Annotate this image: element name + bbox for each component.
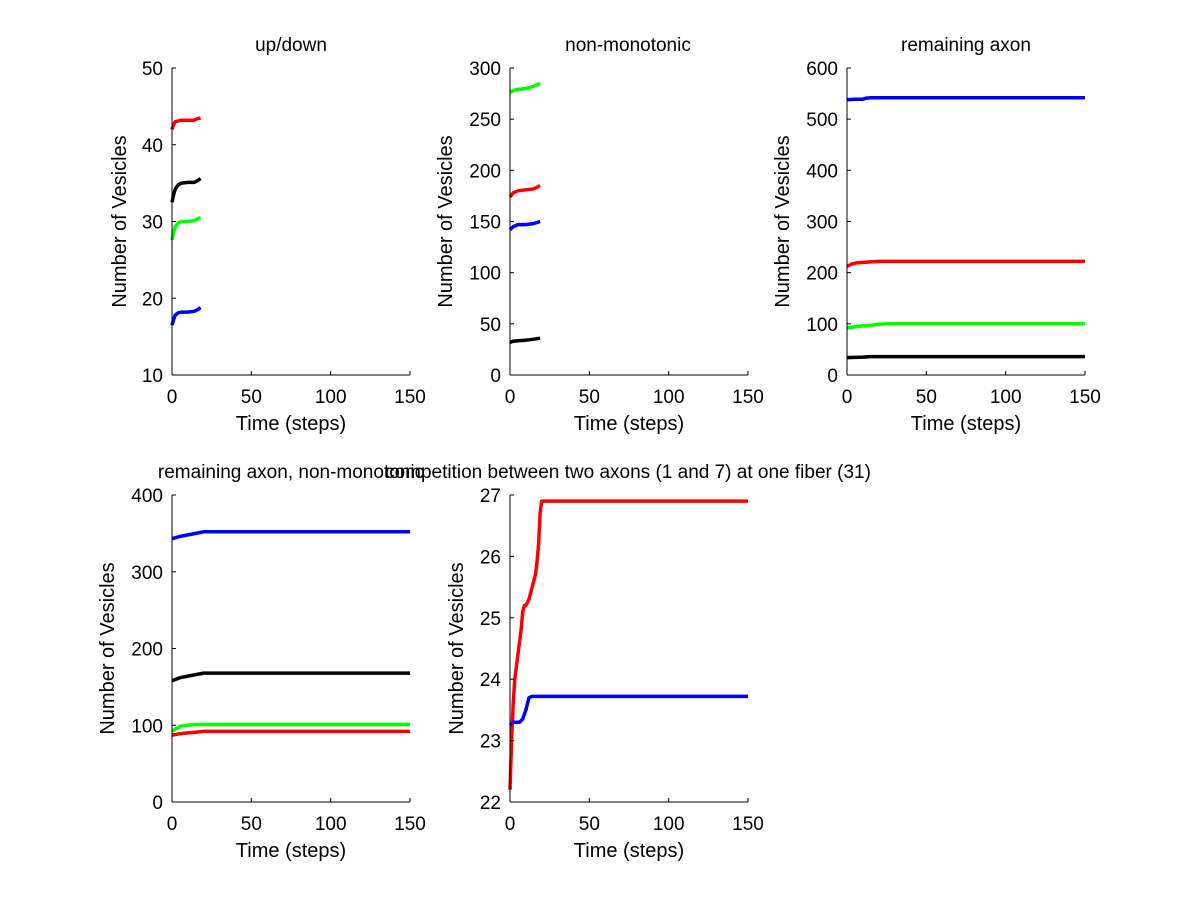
subplot-remaining-axon-non-monotonic: 0 50 100 150 0 100 200 300 400 remaining axon, no…: [97, 462, 426, 862]
y-axis-title: Number of Vesicles: [435, 135, 457, 307]
x-tick-label: 0: [842, 387, 853, 408]
series-line-red: [171, 729, 410, 737]
y-tick-label: 100: [131, 716, 163, 737]
x-tick-label: 0: [167, 387, 178, 408]
series-line-green: [170, 216, 202, 241]
x-tick-label: 50: [916, 387, 937, 408]
x-tick-label: 150: [394, 814, 426, 835]
series-line-blue: [171, 530, 410, 541]
y-tick-label: 200: [469, 161, 501, 182]
y-axis-title: Number of Vesicles: [97, 562, 119, 734]
x-tick-label: 50: [579, 814, 600, 835]
subplot-remaining-axon: 0 50 100 150 0 100 200 300 400 500 600 remaining ax…: [772, 35, 1101, 435]
y-tick-label: 200: [131, 640, 163, 661]
y-tick-label: 50: [142, 59, 163, 80]
series-line-blue: [508, 694, 748, 727]
x-tick-label: 0: [167, 814, 178, 835]
y-tick-label: 500: [806, 110, 838, 131]
y-tick-label: 20: [142, 289, 163, 310]
subplot-non-monotonic: 0 50 100 150 0 50 100 150 200 250 300 non-monotonic…: [435, 35, 764, 435]
series-line-black: [171, 671, 410, 683]
series-line-red: [170, 116, 202, 130]
y-tick-label: 600: [806, 59, 838, 80]
subplot-up-down: 0 50 100 150 10 20 30 40 50 up/down Time (steps) Nu…: [109, 35, 426, 435]
series-line-black: [170, 177, 202, 203]
y-tick-label: 22: [480, 793, 501, 814]
y-tick-label: 400: [806, 161, 838, 182]
y-tick-label: 0: [827, 366, 838, 387]
y-tick-label: 400: [131, 486, 163, 507]
y-tick-label: 50: [480, 315, 501, 336]
y-tick-label: 27: [480, 486, 501, 507]
x-tick-label: 50: [241, 387, 262, 408]
plot-title: remaining axon, non-monotonic: [158, 462, 424, 483]
y-axis-title: Number of Vesicles: [109, 135, 131, 307]
x-axis-title: Time (steps): [574, 840, 684, 862]
y-tick-label: 30: [142, 213, 163, 234]
x-axis-title: Time (steps): [236, 413, 346, 435]
y-tick-label: 40: [142, 136, 163, 157]
series-line-blue: [508, 219, 541, 231]
y-tick-label: 0: [152, 793, 163, 814]
x-tick-label: 100: [315, 814, 347, 835]
y-tick-label: 24: [480, 670, 502, 691]
series-line-blue: [170, 306, 202, 326]
x-tick-label: 100: [653, 387, 685, 408]
y-tick-label: 250: [469, 110, 501, 131]
series-line-green: [171, 722, 410, 733]
x-axis-title: Time (steps): [911, 413, 1021, 435]
x-tick-label: 100: [315, 387, 347, 408]
y-tick-label: 100: [469, 264, 501, 285]
y-tick-label: 10: [142, 366, 163, 387]
series-line-red: [508, 499, 748, 790]
y-tick-label: 150: [469, 213, 501, 234]
plot-title: remaining axon: [901, 35, 1031, 56]
y-tick-label: 300: [131, 563, 163, 584]
subplot-competition: 0 50 100 150 22 23 24 25 26 27 competition between…: [385, 462, 871, 862]
x-tick-label: 150: [732, 387, 764, 408]
y-axis-title: Number of Vesicles: [446, 562, 468, 734]
plot-title: competition between two axons (1 and 7) …: [385, 462, 871, 483]
plot-title: up/down: [255, 35, 327, 56]
x-tick-label: 0: [505, 814, 516, 835]
series-line-green: [509, 81, 541, 95]
y-tick-label: 26: [480, 547, 501, 568]
x-tick-label: 150: [394, 387, 426, 408]
x-tick-label: 50: [241, 814, 262, 835]
y-tick-label: 300: [806, 213, 838, 234]
series-line-red: [846, 259, 1085, 269]
x-tick-label: 100: [990, 387, 1022, 408]
y-tick-label: 300: [469, 59, 501, 80]
y-tick-label: 100: [806, 315, 838, 336]
x-axis-title: Time (steps): [574, 413, 684, 435]
series-line-blue: [846, 95, 1085, 102]
plot-title: non-monotonic: [565, 35, 691, 56]
series-line-red: [508, 184, 541, 198]
series-line-black: [509, 336, 541, 344]
x-tick-label: 150: [732, 814, 764, 835]
y-tick-label: 0: [490, 366, 501, 387]
y-tick-label: 23: [480, 732, 501, 753]
x-tick-label: 50: [579, 387, 600, 408]
x-tick-label: 100: [653, 814, 685, 835]
x-tick-label: 0: [505, 387, 516, 408]
series-line-black: [846, 354, 1085, 360]
y-tick-label: 200: [806, 264, 838, 285]
series-line-green: [846, 322, 1085, 330]
y-tick-label: 25: [480, 609, 501, 630]
x-axis-title: Time (steps): [236, 840, 346, 862]
x-tick-label: 150: [1069, 387, 1101, 408]
y-axis-title: Number of Vesicles: [772, 135, 794, 307]
